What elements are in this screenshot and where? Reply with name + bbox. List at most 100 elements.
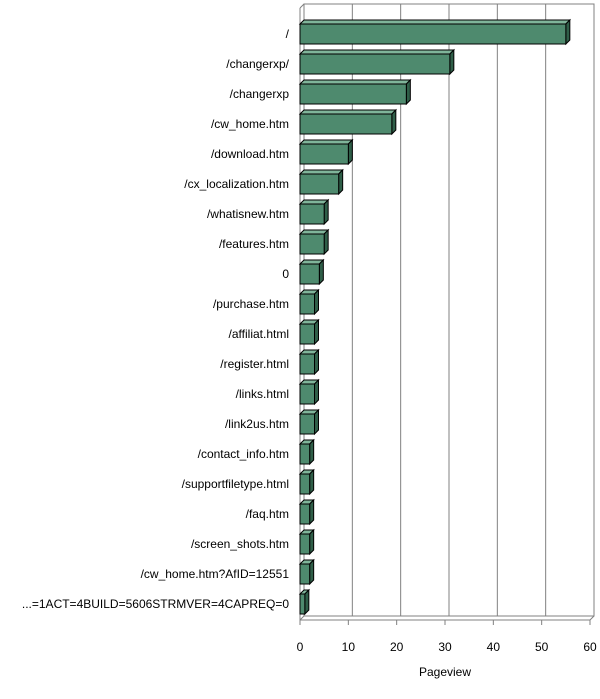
bar-side-face: [309, 468, 315, 496]
bar: [298, 258, 325, 286]
bar: [298, 378, 320, 406]
category-label: 0: [282, 267, 289, 281]
bar-front-face: [299, 383, 315, 405]
x-tick-label: 10: [342, 640, 356, 654]
bar: [298, 408, 320, 436]
bar-front-face: [299, 23, 567, 45]
category-labels: / /changerxp/ /changerxp/cw_home.htm/downl…: [22, 27, 290, 611]
bar-side-face: [314, 288, 319, 316]
category-label: /faq.htm: [246, 507, 289, 521]
x-axis-label: Pageview: [419, 665, 471, 679]
bar: [298, 498, 315, 526]
bar-front-face: [299, 473, 311, 495]
x-tick-label: 40: [487, 640, 501, 654]
category-label: /contact_info.htm: [198, 447, 289, 461]
x-axis-ticks: 0 10 20 30 40 50 60: [297, 620, 597, 654]
x-tick-label: 0: [297, 640, 304, 654]
bar-side-face: [391, 108, 397, 136]
category-label: /download.htm: [211, 147, 289, 161]
bar-side-face: [449, 48, 455, 76]
category-label: /affiliat.html: [229, 327, 289, 341]
category-label: /supportfiletype.html: [182, 477, 289, 491]
bar: [298, 138, 354, 166]
category-label: /purchase.htm: [213, 297, 289, 311]
category-label: /screen_shots.htm: [191, 537, 289, 551]
bar-side-face: [405, 78, 411, 106]
bar-side-face: [323, 228, 329, 256]
category-label: /cw_home.htm: [211, 117, 289, 131]
bar: [298, 48, 456, 76]
bar-side-face: [314, 318, 319, 346]
bar: [298, 558, 315, 586]
bar-side-face: [304, 588, 310, 616]
bar-side-face: [314, 348, 319, 376]
bar-side-face: [309, 528, 315, 556]
bar-front-face: [299, 443, 311, 465]
bar-front-face: [299, 413, 315, 435]
bar: [298, 108, 398, 136]
category-label: /links.html: [236, 387, 289, 401]
category-label: /cx_localization.htm: [184, 177, 289, 191]
x-tick-label: 30: [438, 640, 452, 654]
bar-top-face: [298, 109, 398, 115]
bar: [298, 318, 320, 346]
bar-front-face: [299, 353, 315, 375]
bar: [298, 78, 412, 106]
bar-front-face: [299, 323, 315, 345]
bar-front-face: [299, 233, 325, 255]
bar: [298, 168, 344, 196]
bar-top-face: [298, 229, 330, 235]
bar-side-face: [309, 558, 315, 586]
bar-side-face: [314, 378, 319, 406]
bar-side-face: [309, 498, 315, 526]
bar-front-face: [299, 533, 311, 555]
category-label: ...=1ACT=4BUILD=5606STRMVER=4CAPREQ=0: [22, 597, 289, 611]
bar-side-face: [565, 18, 571, 46]
bar-side-face: [314, 408, 319, 436]
axis-depth-line: [299, 615, 305, 621]
bar: [298, 288, 320, 316]
bars-layer: [298, 18, 572, 616]
category-label: /features.htm: [219, 237, 289, 251]
bar-front-face: [299, 503, 311, 525]
category-label: /whatisnew.htm: [207, 207, 289, 221]
category-label: /cw_home.htm?AfID=12551: [141, 567, 290, 581]
bar: [298, 348, 320, 376]
bar-top-face: [298, 49, 456, 55]
bar-front-face: [299, 293, 315, 315]
bar-front-face: [299, 203, 325, 225]
bar-top-face: [298, 199, 330, 205]
bar-side-face: [318, 258, 324, 286]
x-tick-label: 60: [583, 640, 597, 654]
category-label: /link2us.htm: [225, 417, 289, 431]
bar-front-face: [299, 113, 393, 135]
bar-side-face: [347, 138, 353, 166]
bar: [298, 228, 330, 256]
bar: [298, 528, 315, 556]
bar: [298, 438, 315, 466]
bar: [298, 588, 311, 616]
bar-front-face: [299, 83, 407, 105]
bar-front-face: [299, 263, 320, 285]
bar-front-face: [299, 173, 340, 195]
category-label: /register.html: [220, 357, 289, 371]
x-tick-label: 50: [535, 640, 549, 654]
bar-front-face: [299, 143, 349, 165]
bar: [298, 468, 315, 496]
axis-depth-line: [299, 3, 305, 9]
bar: [298, 198, 330, 226]
category-label: /: [286, 27, 290, 41]
bar: [298, 18, 572, 46]
category-label: /changerxp: [230, 87, 290, 101]
bar-top-face: [298, 169, 344, 175]
bar-side-face: [309, 438, 315, 466]
bar-top-face: [298, 79, 412, 85]
bar-front-face: [299, 563, 311, 585]
bar-front-face: [299, 53, 451, 75]
bar-side-face: [338, 168, 344, 196]
bar-top-face: [298, 139, 354, 145]
bar-side-face: [323, 198, 329, 226]
bar-front-face: [299, 593, 306, 615]
